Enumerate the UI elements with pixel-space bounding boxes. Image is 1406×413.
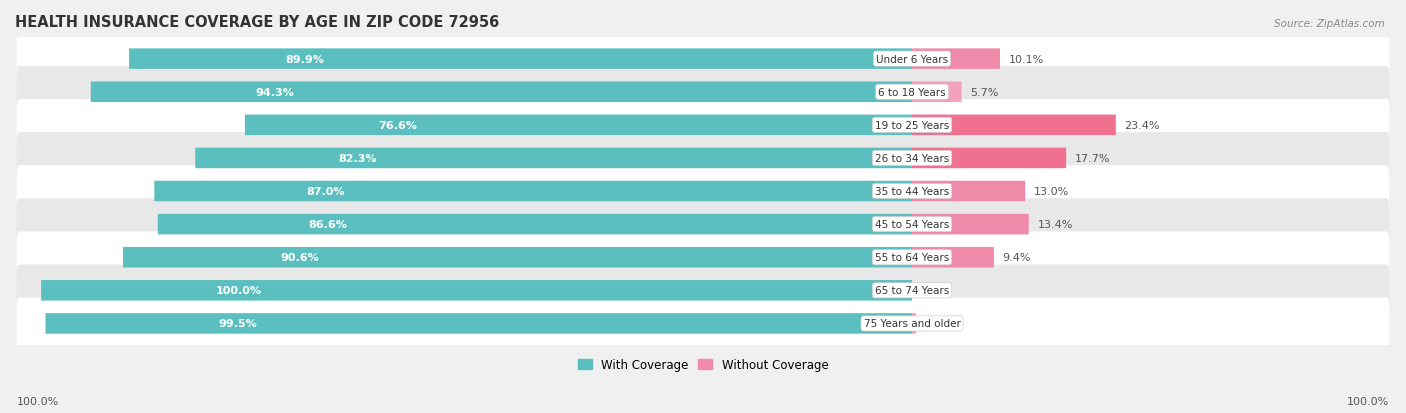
Text: 100.0%: 100.0% <box>215 286 262 296</box>
Text: 0.0%: 0.0% <box>921 286 949 296</box>
Text: HEALTH INSURANCE COVERAGE BY AGE IN ZIP CODE 72956: HEALTH INSURANCE COVERAGE BY AGE IN ZIP … <box>15 15 499 30</box>
FancyBboxPatch shape <box>157 214 912 235</box>
FancyBboxPatch shape <box>912 115 1116 136</box>
FancyBboxPatch shape <box>91 82 912 103</box>
Text: 94.3%: 94.3% <box>254 88 294 97</box>
FancyBboxPatch shape <box>912 82 962 103</box>
Text: Source: ZipAtlas.com: Source: ZipAtlas.com <box>1274 19 1385 28</box>
FancyBboxPatch shape <box>17 67 1389 118</box>
Text: 10.1%: 10.1% <box>1008 55 1043 64</box>
FancyBboxPatch shape <box>245 115 912 136</box>
Text: 0.48%: 0.48% <box>925 319 960 329</box>
Text: 100.0%: 100.0% <box>17 396 59 406</box>
Text: 65 to 74 Years: 65 to 74 Years <box>875 286 949 296</box>
Text: 6 to 18 Years: 6 to 18 Years <box>879 88 946 97</box>
FancyBboxPatch shape <box>17 265 1389 316</box>
FancyBboxPatch shape <box>912 148 1066 169</box>
FancyBboxPatch shape <box>17 232 1389 283</box>
Legend: With Coverage, Without Coverage: With Coverage, Without Coverage <box>572 354 834 376</box>
FancyBboxPatch shape <box>195 148 912 169</box>
FancyBboxPatch shape <box>912 313 917 334</box>
FancyBboxPatch shape <box>129 49 912 70</box>
Text: 90.6%: 90.6% <box>281 253 319 263</box>
Text: Under 6 Years: Under 6 Years <box>876 55 948 64</box>
Text: 13.4%: 13.4% <box>1038 220 1073 230</box>
Text: 23.4%: 23.4% <box>1125 121 1160 131</box>
FancyBboxPatch shape <box>41 280 912 301</box>
Text: 75 Years and older: 75 Years and older <box>863 319 960 329</box>
Text: 76.6%: 76.6% <box>378 121 418 131</box>
Text: 86.6%: 86.6% <box>309 220 347 230</box>
Text: 9.4%: 9.4% <box>1002 253 1031 263</box>
FancyBboxPatch shape <box>17 298 1389 349</box>
FancyBboxPatch shape <box>912 247 994 268</box>
Text: 87.0%: 87.0% <box>307 187 344 197</box>
Text: 17.7%: 17.7% <box>1074 154 1111 164</box>
Text: 99.5%: 99.5% <box>219 319 257 329</box>
Text: 5.7%: 5.7% <box>970 88 998 97</box>
FancyBboxPatch shape <box>912 49 1000 70</box>
Text: 35 to 44 Years: 35 to 44 Years <box>875 187 949 197</box>
FancyBboxPatch shape <box>17 34 1389 85</box>
FancyBboxPatch shape <box>912 181 1025 202</box>
FancyBboxPatch shape <box>17 133 1389 184</box>
FancyBboxPatch shape <box>45 313 912 334</box>
Text: 19 to 25 Years: 19 to 25 Years <box>875 121 949 131</box>
Text: 26 to 34 Years: 26 to 34 Years <box>875 154 949 164</box>
Text: 55 to 64 Years: 55 to 64 Years <box>875 253 949 263</box>
FancyBboxPatch shape <box>17 166 1389 217</box>
Text: 89.9%: 89.9% <box>285 55 325 64</box>
Text: 100.0%: 100.0% <box>1347 396 1389 406</box>
Text: 45 to 54 Years: 45 to 54 Years <box>875 220 949 230</box>
Text: 13.0%: 13.0% <box>1033 187 1069 197</box>
FancyBboxPatch shape <box>912 214 1029 235</box>
FancyBboxPatch shape <box>122 247 912 268</box>
FancyBboxPatch shape <box>17 199 1389 250</box>
FancyBboxPatch shape <box>155 181 912 202</box>
FancyBboxPatch shape <box>17 100 1389 151</box>
Text: 82.3%: 82.3% <box>339 154 377 164</box>
